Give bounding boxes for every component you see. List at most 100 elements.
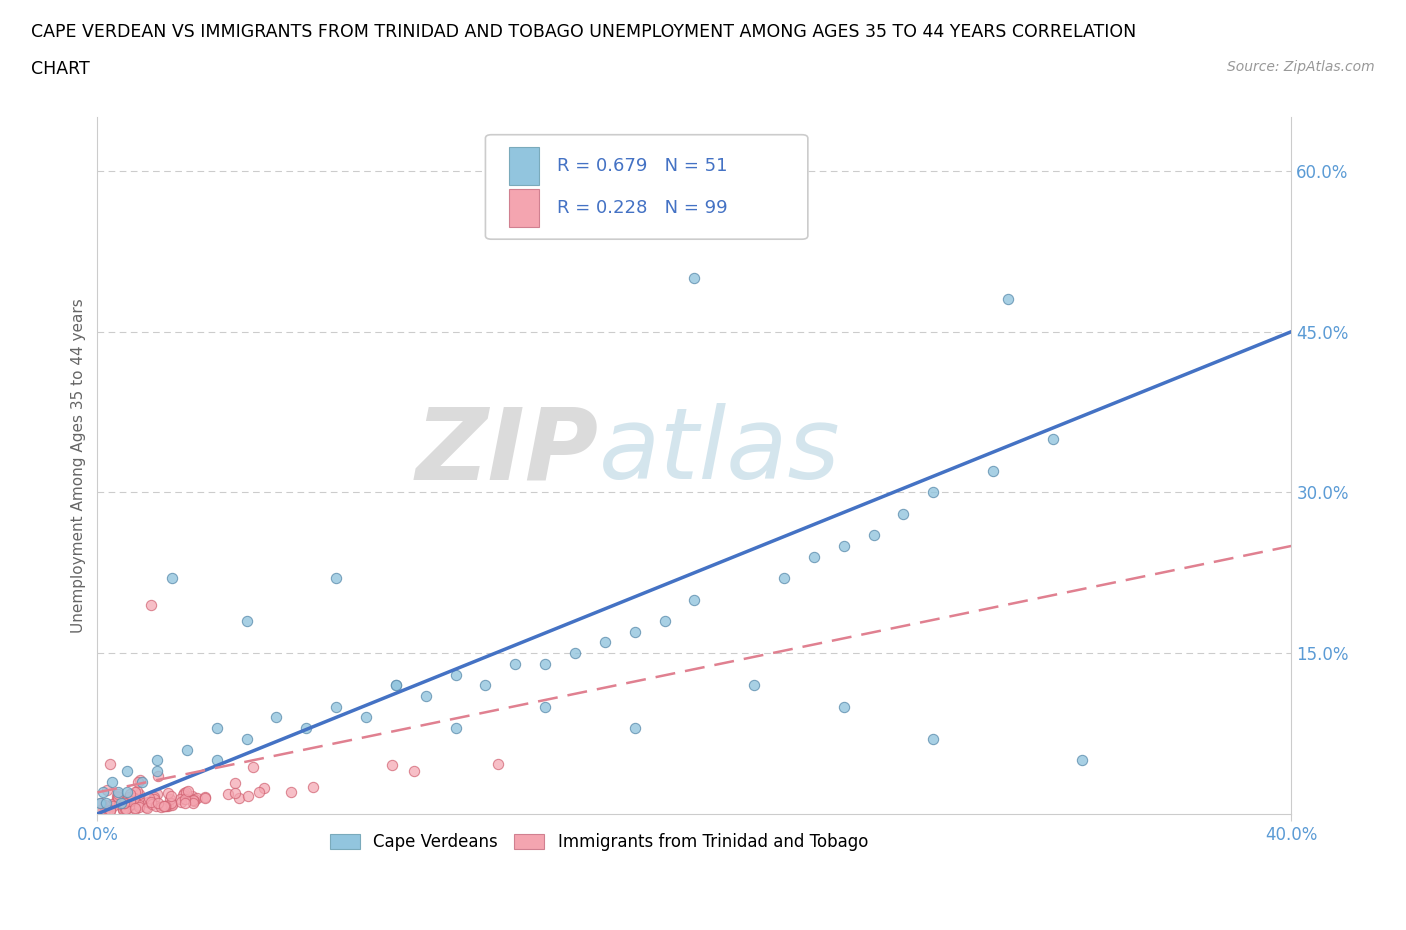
Point — [224, 775, 246, 790]
Point — [112, 802, 135, 817]
Point — [157, 786, 180, 801]
Point — [105, 792, 128, 807]
Point — [654, 614, 676, 629]
Point — [997, 292, 1019, 307]
Point — [160, 797, 183, 812]
Point — [105, 789, 128, 804]
Point — [114, 802, 136, 817]
Point — [181, 789, 204, 804]
Point — [96, 796, 118, 811]
Point — [107, 785, 129, 800]
Point — [114, 802, 136, 817]
Point — [118, 799, 141, 814]
Point — [146, 787, 169, 802]
Point — [385, 678, 408, 693]
Point — [174, 796, 197, 811]
Point — [415, 688, 437, 703]
Point — [149, 799, 172, 814]
Point — [402, 764, 425, 778]
Text: CAPE VERDEAN VS IMMIGRANTS FROM TRINIDAD AND TOBAGO UNEMPLOYMENT AMONG AGES 35 T: CAPE VERDEAN VS IMMIGRANTS FROM TRINIDAD… — [31, 23, 1136, 41]
Point — [127, 775, 149, 790]
Point — [534, 657, 557, 671]
Point — [135, 801, 157, 816]
Point — [128, 799, 150, 814]
Point — [118, 790, 141, 804]
Point — [143, 791, 166, 806]
Point — [120, 796, 142, 811]
Point — [534, 699, 557, 714]
Point — [101, 798, 124, 813]
Point — [224, 785, 246, 800]
Point — [325, 571, 347, 586]
Point — [247, 785, 270, 800]
Point — [205, 721, 228, 736]
Point — [129, 795, 152, 810]
Text: Source: ZipAtlas.com: Source: ZipAtlas.com — [1227, 60, 1375, 74]
Point — [385, 678, 408, 693]
Point — [503, 657, 526, 671]
Point — [156, 799, 179, 814]
Point — [155, 798, 177, 813]
Point — [153, 799, 176, 814]
Point — [683, 271, 706, 286]
Point — [90, 795, 112, 810]
Point — [128, 797, 150, 812]
Point — [120, 787, 142, 802]
Point — [142, 790, 165, 804]
Point — [127, 794, 149, 809]
Point — [159, 792, 181, 807]
Point — [981, 463, 1004, 478]
Point — [136, 795, 159, 810]
Point — [139, 597, 162, 612]
Point — [301, 779, 323, 794]
Point — [146, 796, 169, 811]
Point — [295, 721, 318, 736]
Point — [683, 592, 706, 607]
Point — [280, 785, 302, 800]
Point — [115, 793, 138, 808]
Point — [742, 678, 765, 693]
Point — [623, 721, 645, 736]
Point — [183, 794, 205, 809]
Point — [174, 791, 197, 806]
Point — [115, 785, 138, 800]
Point — [115, 764, 138, 778]
Point — [186, 790, 208, 805]
Point — [194, 790, 217, 804]
Point — [173, 786, 195, 801]
Text: R = 0.228   N = 99: R = 0.228 N = 99 — [557, 199, 728, 217]
Y-axis label: Unemployment Among Ages 35 to 44 years: Unemployment Among Ages 35 to 44 years — [72, 299, 86, 633]
Point — [803, 550, 825, 565]
Point — [122, 790, 145, 805]
Point — [184, 792, 207, 807]
Text: CHART: CHART — [31, 60, 90, 78]
Point — [1071, 752, 1094, 767]
Point — [98, 803, 121, 817]
Point — [266, 710, 288, 724]
Point — [153, 799, 176, 814]
Point — [101, 775, 124, 790]
Point — [128, 773, 150, 788]
Point — [235, 614, 257, 629]
Text: R = 0.679   N = 51: R = 0.679 N = 51 — [557, 157, 727, 175]
Point — [100, 796, 122, 811]
Point — [381, 757, 404, 772]
Point — [176, 742, 198, 757]
Point — [444, 721, 467, 736]
Point — [93, 805, 115, 820]
Point — [138, 790, 160, 805]
Point — [94, 798, 117, 813]
Point — [177, 784, 200, 799]
Point — [114, 795, 136, 810]
Point — [93, 804, 115, 818]
Point — [98, 757, 121, 772]
Point — [922, 731, 945, 746]
Point — [89, 796, 111, 811]
Point — [169, 791, 191, 806]
Point — [146, 764, 169, 778]
Point — [96, 782, 118, 797]
Point — [98, 804, 121, 818]
Point — [235, 731, 257, 746]
Point — [325, 699, 347, 714]
Point — [112, 796, 135, 811]
